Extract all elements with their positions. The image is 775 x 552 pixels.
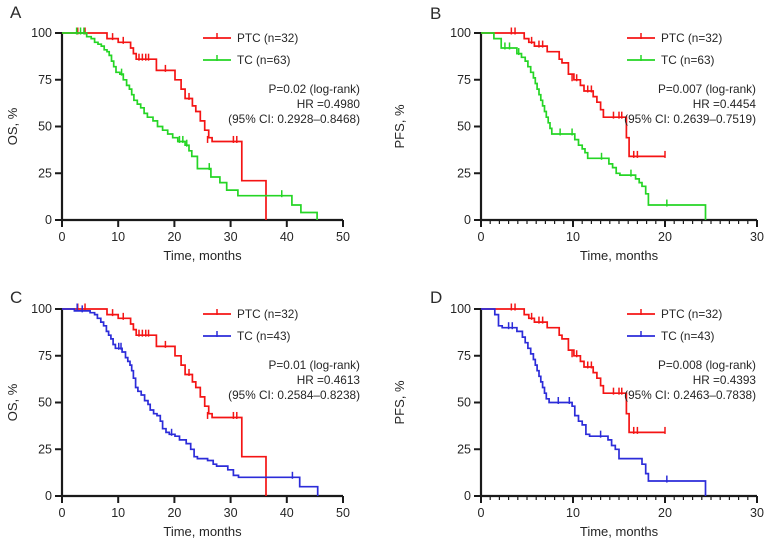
panel-letter-c: C — [10, 288, 23, 307]
y-tick-label: 0 — [464, 489, 471, 503]
x-axis-title: Time, months — [163, 524, 242, 539]
x-axis-title: Time, months — [580, 524, 659, 539]
y-tick-label: 25 — [38, 166, 52, 180]
x-tick-label: 20 — [167, 506, 181, 520]
panel-letter-d: D — [430, 288, 443, 307]
x-tick-label: 10 — [111, 230, 125, 244]
ptc-curve — [481, 32, 665, 158]
y-tick-label: 25 — [457, 166, 471, 180]
y-tick-label: 75 — [457, 73, 471, 87]
stats-line-2: HR =0.4980 — [297, 97, 361, 111]
x-tick-label: 20 — [658, 506, 672, 520]
x-tick-label: 30 — [224, 506, 238, 520]
stats-line-3: (95% CI: 0.2639–0.7519) — [624, 112, 756, 126]
stats-line-2: HR =0.4613 — [297, 373, 361, 387]
x-axis-title: Time, months — [163, 248, 242, 263]
panel-b: B 0 10 20 30 0 25 50 75 100 Time, months PFS, % PTC… — [387, 0, 775, 276]
y-tick-label: 50 — [38, 396, 52, 410]
stats-line-2: HR =0.4454 — [693, 97, 757, 111]
y-tick-label: 0 — [45, 489, 52, 503]
legend-label-tc: TC (n=43) — [661, 329, 715, 343]
y-tick-label: 50 — [457, 396, 471, 410]
stats-line-1: P=0.01 (log-rank) — [269, 358, 361, 372]
y-axis-title: PFS, % — [392, 380, 407, 425]
y-axis-title: OS, % — [5, 383, 20, 421]
stats-line-3: (95% CI: 0.2584–0.8238) — [228, 388, 360, 402]
stats-line-2: HR =0.4393 — [693, 373, 757, 387]
stats-line-1: P=0.02 (log-rank) — [269, 82, 361, 96]
legend-label-tc: TC (n=43) — [237, 329, 291, 343]
x-tick-label: 0 — [478, 506, 485, 520]
y-tick-label: 100 — [31, 26, 52, 40]
x-tick-label: 30 — [750, 230, 764, 244]
x-tick-label: 10 — [111, 506, 125, 520]
y-tick-label: 50 — [457, 120, 471, 134]
panel-letter-a: A — [10, 3, 22, 22]
y-tick-label: 25 — [457, 442, 471, 456]
x-tick-label: 0 — [59, 506, 66, 520]
stats-line-3: (95% CI: 0.2463–0.7838) — [624, 388, 756, 402]
y-axis-title: OS, % — [5, 107, 20, 145]
legend-label-ptc: PTC (n=32) — [661, 307, 722, 321]
y-axis-title: PFS, % — [392, 104, 407, 149]
legend-label-ptc: PTC (n=32) — [237, 31, 298, 45]
panel-a: A 0 10 20 30 40 50 0 25 50 75 100 Time, months OS, %… — [0, 0, 387, 276]
panel-letter-b: B — [430, 4, 442, 23]
panel-a-chart: 0 10 20 30 40 50 0 25 50 75 100 Time, months OS, % PT… — [5, 26, 361, 263]
y-tick-label: 75 — [457, 349, 471, 363]
y-tick-label: 100 — [450, 302, 471, 316]
legend-label-tc: TC (n=63) — [661, 53, 715, 67]
ptc-curve — [62, 308, 267, 496]
x-tick-label: 40 — [280, 230, 294, 244]
tc-curve — [481, 32, 707, 220]
x-tick-label: 30 — [750, 506, 764, 520]
x-tick-label: 50 — [336, 230, 350, 244]
y-tick-label: 0 — [45, 213, 52, 227]
y-tick-label: 75 — [38, 73, 52, 87]
panel-b-chart: 0 10 20 30 0 25 50 75 100 Time, months PFS, % PTC (… — [392, 26, 764, 263]
y-tick-label: 0 — [464, 213, 471, 227]
x-axis-title: Time, months — [580, 248, 659, 263]
tc-curve — [62, 32, 318, 220]
x-tick-label: 40 — [280, 506, 294, 520]
legend-label-ptc: PTC (n=32) — [661, 31, 722, 45]
stats-line-1: P=0.008 (log-rank) — [658, 358, 756, 372]
tc-curve — [481, 308, 707, 496]
x-tick-label: 10 — [566, 230, 580, 244]
panel-c: C 0 10 20 30 40 50 0 25 50 75 100 Time, months OS, %… — [0, 276, 387, 552]
panel-d: D 0 10 20 30 0 25 50 75 100 Time, months PFS, % PTC… — [387, 276, 775, 552]
stats-line-1: P=0.007 (log-rank) — [658, 82, 756, 96]
panel-d-chart: 0 10 20 30 0 25 50 75 100 Time, months PFS, % PTC (… — [392, 302, 764, 539]
x-tick-label: 20 — [167, 230, 181, 244]
x-tick-label: 10 — [566, 506, 580, 520]
y-tick-label: 25 — [38, 442, 52, 456]
ptc-curve — [62, 32, 267, 220]
x-tick-label: 30 — [224, 230, 238, 244]
y-tick-label: 100 — [31, 302, 52, 316]
x-tick-label: 50 — [336, 506, 350, 520]
legend-label-tc: TC (n=63) — [237, 53, 291, 67]
stats-line-3: (95% CI: 0.2928–0.8468) — [228, 112, 360, 126]
panel-c-chart: 0 10 20 30 40 50 0 25 50 75 100 Time, months OS, % PT… — [5, 302, 361, 539]
x-tick-label: 0 — [478, 230, 485, 244]
y-tick-label: 100 — [450, 26, 471, 40]
y-tick-label: 50 — [38, 120, 52, 134]
legend-label-ptc: PTC (n=32) — [237, 307, 298, 321]
x-tick-label: 0 — [59, 230, 66, 244]
x-tick-label: 20 — [658, 230, 672, 244]
y-tick-label: 75 — [38, 349, 52, 363]
tc-curve — [62, 308, 319, 496]
